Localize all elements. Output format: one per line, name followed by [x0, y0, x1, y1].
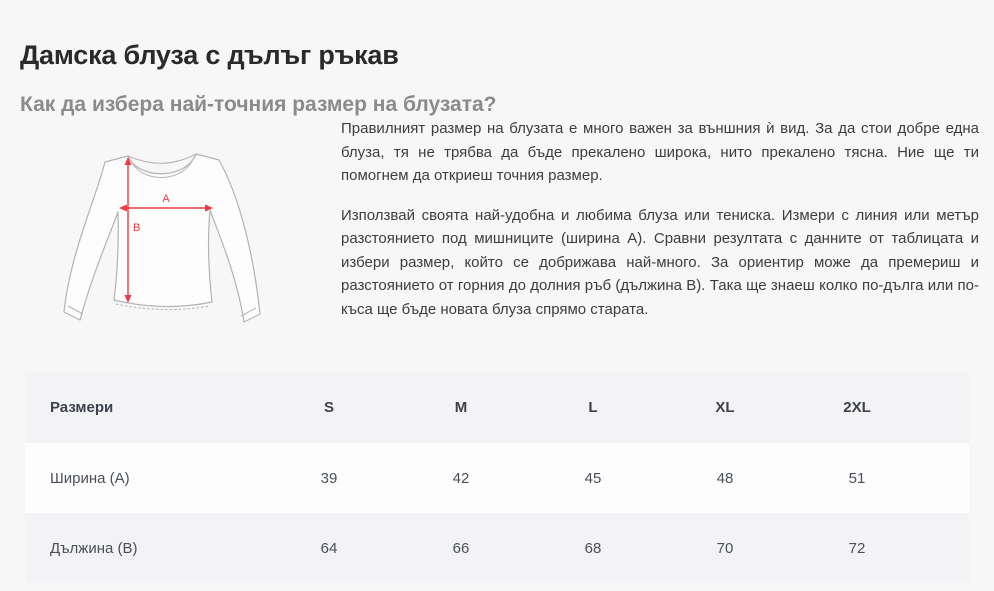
size-guide-intro: Правилният размер на блузата е много важ…	[341, 117, 979, 337]
blouse-seam-details	[67, 153, 257, 317]
width-value-m: 42	[452, 469, 470, 487]
blouse-measurement-diagram: A B	[56, 136, 284, 336]
page-title: Дамска блуза с дълъг ръкав	[20, 40, 399, 71]
length-arrow	[124, 157, 132, 303]
size-table-header-m: M	[454, 399, 468, 416]
row-spacer	[923, 443, 969, 513]
length-value-2xl: 72	[848, 539, 866, 557]
length-value-m: 66	[452, 539, 470, 557]
blouse-outline	[63, 153, 261, 323]
table-row-length: Дължина (B) 64 66 68 70 72	[25, 513, 969, 583]
width-value-2xl: 51	[848, 469, 866, 487]
row-spacer	[923, 513, 969, 583]
size-table-header-l: L	[588, 399, 598, 416]
width-value-s: 39	[320, 469, 338, 487]
table-row-width: Ширина (A) 39 42 45 48 51	[25, 443, 969, 513]
blouse-illustration: A B	[63, 153, 261, 323]
intro-paragraph-1: Правилният размер на блузата е много важ…	[341, 120, 979, 184]
page-subtitle: Как да избера най-точния размер на блуза…	[20, 93, 497, 117]
row-label-width: Ширина (A)	[50, 469, 130, 487]
length-arrow-label: B	[133, 222, 140, 234]
width-value-l: 45	[584, 469, 602, 487]
size-table-header-s: S	[323, 399, 334, 416]
width-arrow-label: A	[162, 193, 170, 205]
size-table-header-spacer	[923, 372, 969, 443]
length-value-l: 68	[584, 539, 602, 557]
length-value-s: 64	[320, 539, 338, 557]
size-table-header-sizes: Размери	[50, 399, 114, 416]
size-table-header-xl: XL	[715, 399, 735, 416]
intro-paragraph-2: Използвай своята най-удобна и любима блу…	[341, 206, 979, 318]
size-table-header-2xl: 2XL	[843, 399, 871, 416]
length-value-xl: 70	[716, 539, 734, 557]
width-arrow	[119, 204, 213, 212]
width-value-xl: 48	[716, 469, 734, 487]
row-label-length: Дължина (B)	[50, 539, 138, 557]
size-table: Размери S M L XL 2XL Ширина (A) 39 42 45…	[25, 372, 969, 583]
size-table-header-row: Размери S M L XL 2XL	[25, 372, 969, 443]
